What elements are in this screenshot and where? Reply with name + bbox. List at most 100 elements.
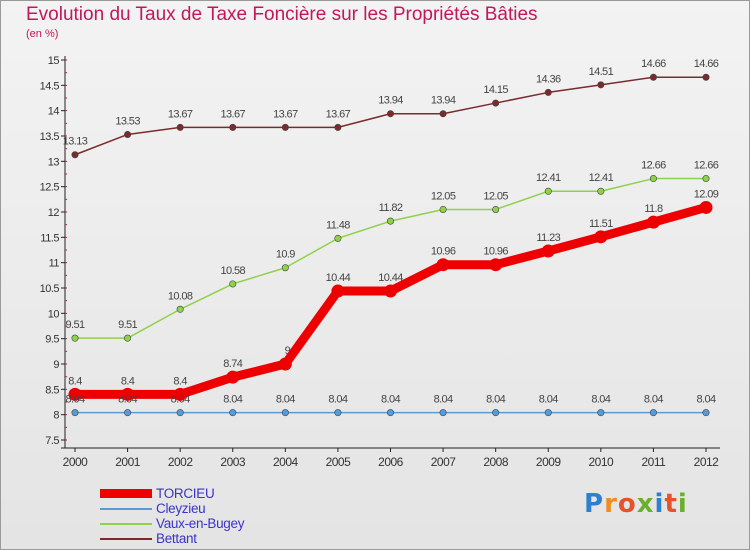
data-point [124, 409, 132, 417]
legend-label-vaux-en-bugey: Vaux-en-Bugey [156, 516, 245, 531]
logo-letter: i [654, 489, 665, 519]
data-point [492, 205, 500, 213]
data-label: 8.4 [173, 375, 187, 387]
x-tick-label: 2006 [378, 455, 404, 469]
data-point [331, 284, 345, 298]
legend-swatch-vaux-en-bugey [100, 522, 152, 525]
data-label: 13.67 [168, 108, 193, 120]
data-label: 8.04 [539, 394, 558, 406]
data-label: 8.04 [276, 394, 295, 406]
y-tick-label: 13.5 [40, 131, 60, 143]
data-point [439, 409, 447, 417]
data-label: 13.94 [378, 95, 403, 107]
data-label: 11.8 [644, 203, 663, 215]
chart-title: Evolution du Taux de Taxe Foncière sur l… [26, 4, 538, 25]
data-label: 8.04 [381, 394, 400, 406]
data-point [492, 99, 500, 107]
data-point [699, 200, 713, 214]
data-label: 14.51 [589, 66, 614, 78]
data-label: 10.9 [276, 249, 295, 261]
y-tick-label: 12.5 [40, 182, 60, 194]
data-label: 10.44 [326, 272, 351, 284]
data-label: 11.82 [379, 202, 403, 214]
y-tick-label: 8 [53, 410, 59, 422]
data-point [597, 187, 605, 195]
x-tick-label: 2010 [588, 455, 614, 469]
data-point [124, 334, 132, 342]
data-point [386, 409, 394, 417]
data-point [281, 264, 289, 272]
y-tick-label: 14 [48, 106, 60, 118]
data-label: 8.04 [65, 394, 84, 406]
data-label: 8.74 [223, 358, 242, 370]
proxiti-logo: Proxiti [584, 489, 688, 519]
data-label: 9.51 [118, 319, 137, 331]
data-label: 8.4 [121, 375, 135, 387]
data-label: 8.04 [434, 394, 453, 406]
x-tick-label: 2008 [483, 455, 509, 469]
data-label: 13.13 [63, 136, 88, 148]
x-tick-label: 2001 [115, 455, 141, 469]
data-point [597, 409, 605, 417]
logo-letter: t [664, 489, 678, 519]
data-point [439, 110, 447, 118]
data-label: 8.04 [118, 394, 137, 406]
data-point [646, 215, 660, 229]
data-label: 11.23 [536, 232, 560, 244]
data-label: 14.15 [483, 84, 508, 96]
data-label: 12.41 [589, 172, 614, 184]
data-point [124, 130, 132, 138]
data-label: 10.44 [378, 272, 403, 284]
data-point [544, 88, 552, 96]
data-point [176, 409, 184, 417]
legend-label-torcieu: TORCIEU [156, 486, 215, 501]
data-point [702, 175, 710, 183]
data-label: 13.67 [326, 108, 351, 120]
data-point [226, 370, 240, 384]
x-tick-label: 2002 [168, 455, 194, 469]
data-point [597, 81, 605, 89]
y-tick-label: 15 [48, 55, 60, 67]
data-point [334, 123, 342, 131]
data-point [649, 409, 657, 417]
data-point [544, 187, 552, 195]
unit-label: (en %) [26, 28, 59, 40]
data-label: 8.04 [696, 394, 715, 406]
y-tick-label: 9 [53, 359, 59, 371]
y-tick-label: 10.5 [40, 283, 60, 295]
logo-letter: r [604, 489, 618, 519]
data-point [278, 357, 292, 371]
data-label: 8.04 [223, 394, 242, 406]
data-label: 8.04 [644, 394, 663, 406]
data-label: 10.96 [431, 246, 456, 258]
data-label: 8.04 [171, 394, 190, 406]
legend-item-vaux-en-bugey: Vaux-en-Bugey [100, 516, 244, 531]
legend-item-bettant: Bettant [100, 531, 244, 546]
legend-swatch-cleyzieu [100, 507, 152, 510]
data-label: 12.41 [536, 172, 561, 184]
data-point [541, 244, 555, 258]
x-tick-label: 2003 [220, 455, 246, 469]
data-point [229, 409, 237, 417]
data-label: 8.04 [486, 394, 505, 406]
y-tick-label: 8.5 [45, 384, 59, 396]
y-tick-label: 12 [48, 207, 60, 219]
data-label: 8.4 [68, 375, 82, 387]
y-tick-label: 13 [48, 156, 60, 168]
data-label: 14.66 [694, 58, 719, 70]
data-point [386, 217, 394, 225]
data-label: 14.36 [536, 73, 561, 85]
legend-label-bettant: Bettant [156, 531, 197, 546]
data-point [649, 73, 657, 81]
data-label: 10.96 [483, 246, 508, 258]
y-tick-label: 7.5 [45, 435, 59, 447]
data-label: 12.66 [694, 160, 719, 172]
data-point [173, 387, 187, 401]
logo-letter: i [677, 489, 688, 519]
data-label: 9.51 [65, 319, 84, 331]
data-label: 12.05 [431, 190, 456, 202]
data-point [384, 284, 397, 298]
data-point [281, 409, 289, 417]
